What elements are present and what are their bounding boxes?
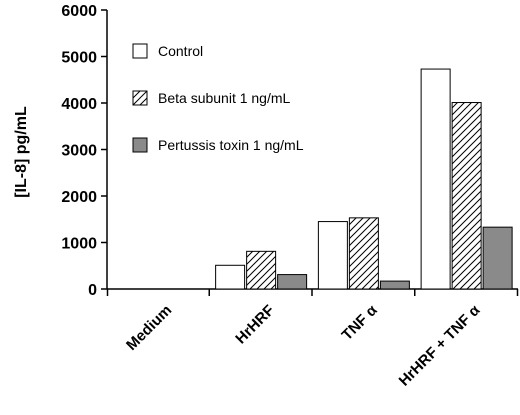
bars xyxy=(215,68,513,290)
bar xyxy=(215,264,246,290)
x-axis-categories: Medium HrHRF TNF α HrHRF + TNF α xyxy=(106,289,519,390)
legend-label: Beta subunit 1 ng/mL xyxy=(158,90,291,106)
legend: Control Beta subunit 1 ng/mL Pertussis tox… xyxy=(132,43,304,153)
x-category-label: HrHRF xyxy=(232,302,278,348)
x-category-label: HrHRF + TNF α xyxy=(396,301,484,389)
x-category-label: TNF α xyxy=(339,301,382,344)
bar xyxy=(246,250,277,290)
legend-label: Control xyxy=(158,43,203,59)
bar xyxy=(379,280,410,290)
bar xyxy=(451,102,482,290)
y-tick-label: 2000 xyxy=(61,189,97,206)
bar xyxy=(348,217,379,290)
y-tick-label: 1000 xyxy=(61,236,97,253)
y-tick-label: 0 xyxy=(88,282,97,299)
x-category-label: Medium xyxy=(123,302,175,354)
legend-swatch xyxy=(132,137,148,153)
bar xyxy=(482,226,513,290)
y-tick-label: 5000 xyxy=(61,50,97,67)
legend-swatch xyxy=(132,90,148,106)
bar xyxy=(317,221,348,290)
y-axis-label: [IL-8] pg/mL xyxy=(13,106,30,198)
bar xyxy=(420,68,451,290)
y-tick-label: 4000 xyxy=(61,96,97,113)
y-tick-label: 6000 xyxy=(61,3,97,20)
y-axis-ticks: 0 1000 2000 3000 4000 5000 6000 xyxy=(61,3,107,299)
legend-label: Pertussis toxin 1 ng/mL xyxy=(158,137,304,153)
y-tick-label: 3000 xyxy=(61,143,97,160)
legend-swatch xyxy=(132,43,148,59)
bar xyxy=(277,274,308,290)
